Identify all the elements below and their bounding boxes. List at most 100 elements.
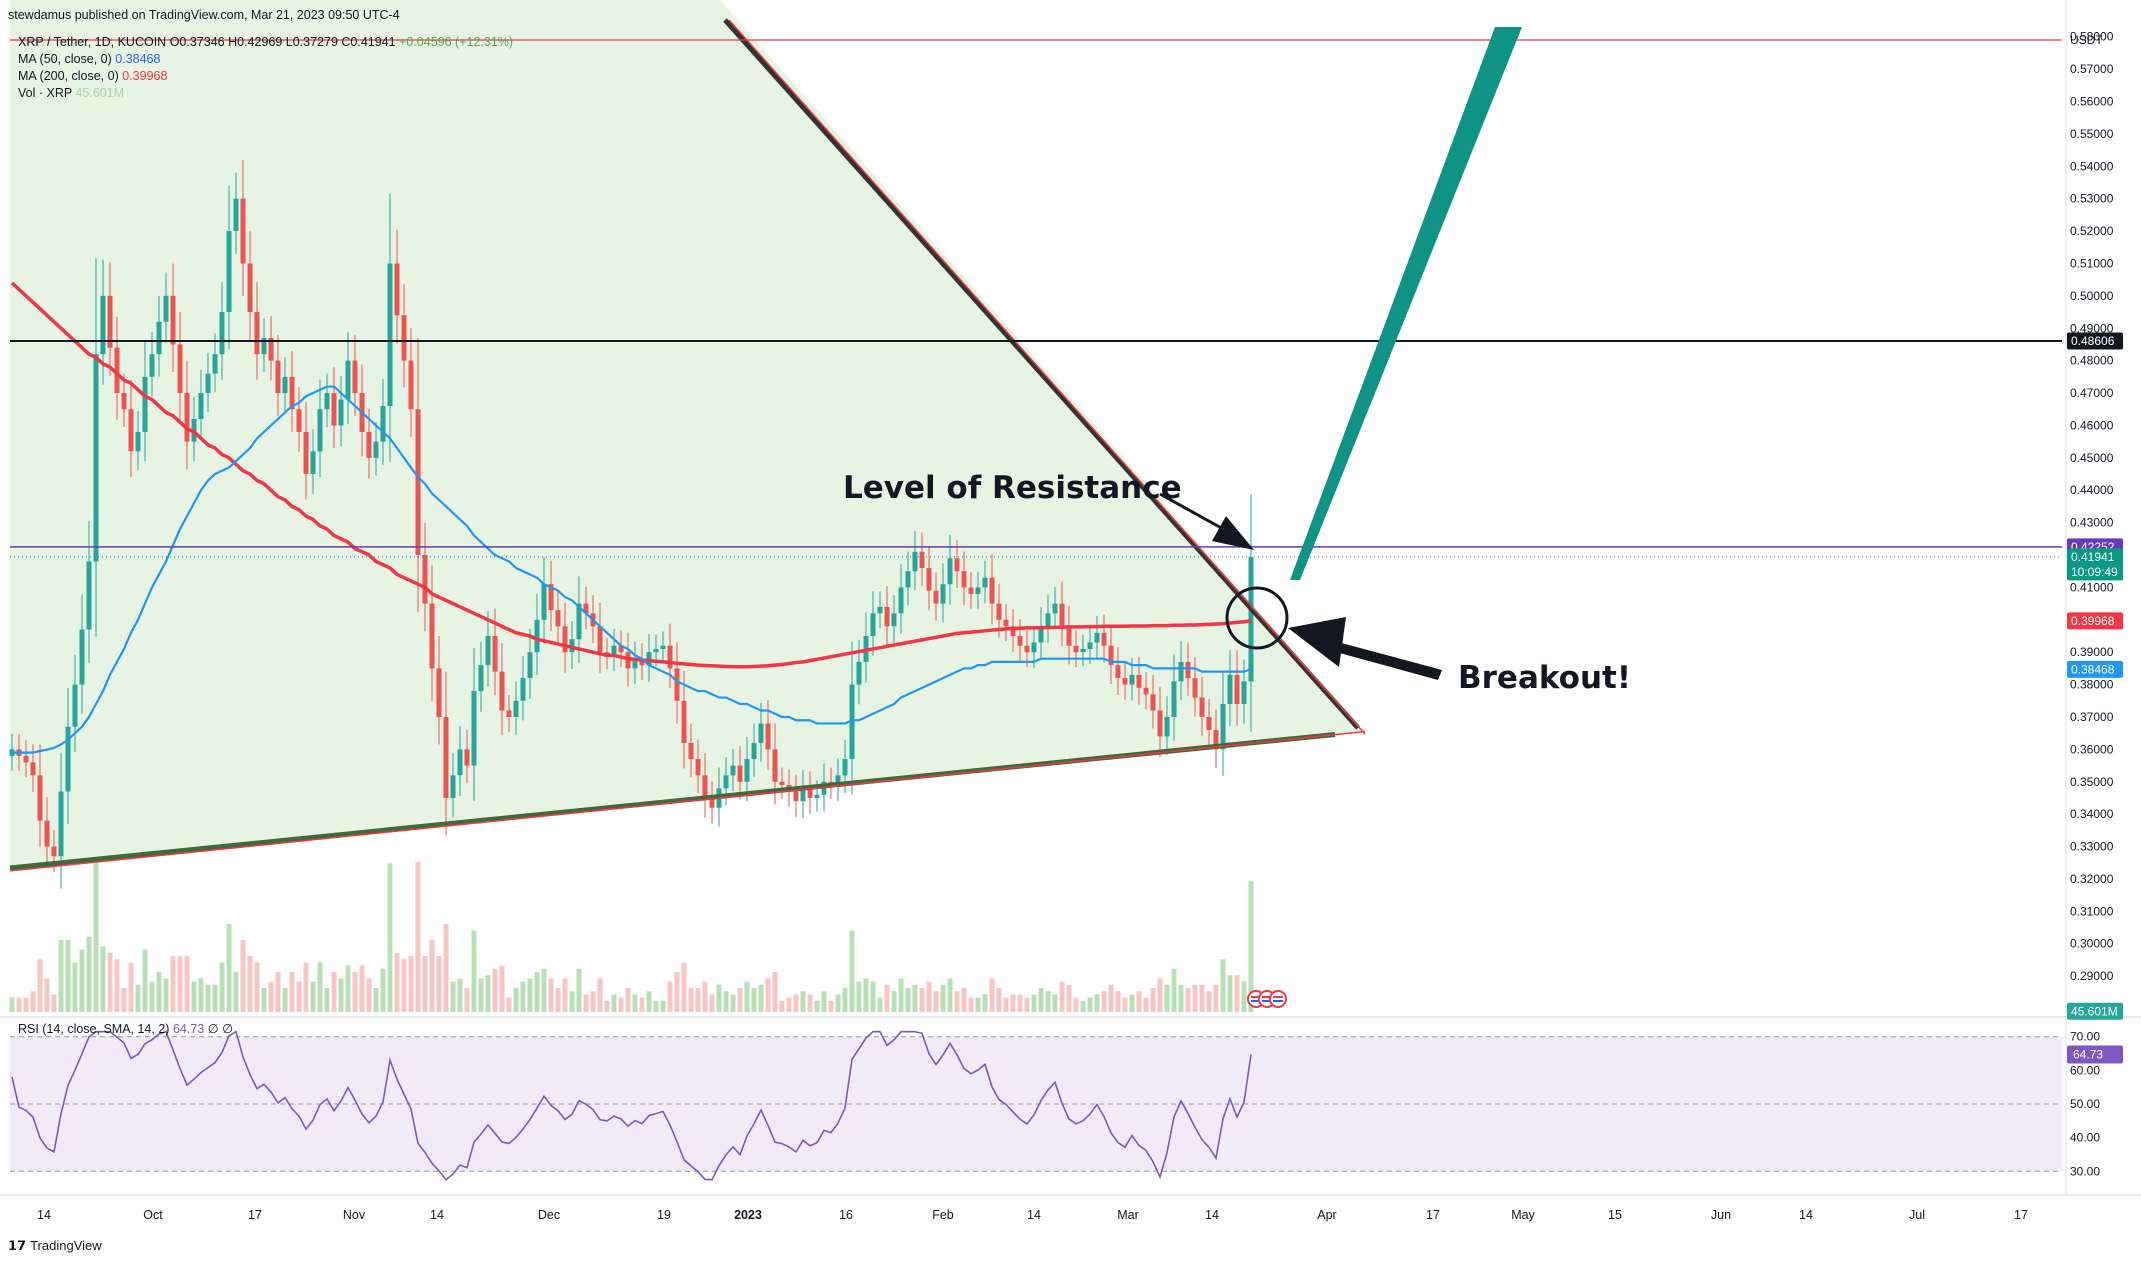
ma50-legend[interactable]: MA (50, close, 0) 0.38468	[18, 51, 160, 67]
volume-bar	[751, 988, 757, 1012]
price-label-text: 45.601M	[2071, 1004, 2118, 1018]
price-label-text: 0.38468	[2071, 662, 2115, 676]
time-axis[interactable]: 14 Oct 17 Nov 14 Dec 19 2023 16 Feb 14 Mar 14 Apr 17 Ma…	[37, 1208, 2028, 1222]
symbol-name: XRP / Tether, 1D, KUCOIN	[18, 35, 167, 49]
ma200-legend[interactable]: MA (200, close, 0) 0.39968	[18, 68, 167, 84]
candle-body	[583, 603, 589, 614]
event-markers[interactable]	[1247, 990, 1287, 1008]
candle-body	[723, 775, 729, 789]
price-tick: 0.43000	[2070, 516, 2114, 530]
candle-body	[170, 295, 176, 345]
volume-bar	[226, 924, 232, 1012]
breakout-circle	[1225, 586, 1289, 650]
volume-bar	[646, 991, 652, 1012]
candle-body	[709, 797, 715, 808]
volume-bar	[303, 962, 309, 1012]
volume-bar	[464, 988, 470, 1012]
volume-bar	[954, 991, 960, 1012]
volume-bar	[513, 988, 519, 1012]
ascending-support-outline	[9, 730, 1366, 872]
volume-bar	[58, 940, 64, 1012]
volume-bar	[296, 981, 302, 1012]
volume-bar	[1157, 978, 1163, 1012]
time-tick: 14	[1799, 1208, 1813, 1222]
candle-body	[982, 577, 988, 588]
candle-body	[121, 393, 127, 410]
time-tick: 14	[1205, 1208, 1219, 1222]
price-label-box	[2067, 332, 2123, 350]
time-tick: Oct	[143, 1208, 163, 1222]
price-tick: 0.57000	[2070, 62, 2114, 76]
time-tick: 14	[430, 1208, 444, 1222]
volume-bar	[86, 936, 92, 1012]
volume-bar	[835, 994, 841, 1012]
candle-body	[814, 794, 820, 798]
candle-body	[1234, 674, 1240, 705]
volume-bar	[184, 956, 190, 1012]
candle-body	[1227, 674, 1233, 705]
volume-bar	[163, 978, 169, 1012]
rsi-guides	[10, 1036, 2062, 1172]
price-tick: 0.41000	[2070, 580, 2114, 594]
volume-bar	[1073, 997, 1079, 1012]
candle-body	[499, 671, 505, 711]
volume-legend[interactable]: Vol · XRP 45.601M	[18, 85, 124, 101]
candle-body	[1171, 681, 1177, 717]
candle-body	[807, 788, 813, 798]
candle-body	[870, 613, 876, 636]
candle-body	[408, 360, 414, 410]
volume-bar	[583, 994, 589, 1012]
volume-bar	[961, 988, 967, 1012]
projection-arrow	[1290, 27, 1522, 580]
candle-body	[1206, 716, 1212, 730]
resistance-arrow-head	[1212, 516, 1254, 550]
volume-bar	[1199, 984, 1205, 1012]
candle-body	[660, 645, 666, 649]
rsi-value: 64.73	[172, 1022, 205, 1036]
volume-bar	[1241, 981, 1247, 1012]
candle-body	[457, 749, 463, 776]
candle-body	[345, 360, 351, 400]
volume-bar	[821, 991, 827, 1012]
price-label-text: 0.48606	[2071, 334, 2115, 348]
time-tick: Jun	[1711, 1208, 1731, 1222]
candle-body	[1136, 674, 1142, 688]
volume-bar	[310, 981, 316, 1012]
price-tick: 0.58000	[2070, 30, 2114, 44]
candle-body	[317, 409, 323, 452]
candle-body	[23, 755, 29, 763]
volume-bar	[359, 965, 365, 1012]
callout-arrows	[1159, 492, 1442, 680]
candle-body	[443, 716, 449, 798]
candle-body	[632, 658, 638, 669]
volume-bar	[933, 991, 939, 1012]
volume-bar	[527, 978, 533, 1012]
candle-body	[1031, 642, 1037, 653]
volume-bar	[1206, 991, 1212, 1012]
volume-bar	[912, 984, 918, 1012]
price-tick: 0.46000	[2070, 418, 2114, 432]
candle-body	[1038, 626, 1044, 643]
volume-bar	[450, 981, 456, 1012]
time-tick: Apr	[1317, 1208, 1336, 1222]
trendlines	[9, 18, 2062, 872]
candle-body	[506, 710, 512, 717]
candle-body	[240, 198, 246, 264]
volume-bar	[1150, 988, 1156, 1012]
rsi-line	[11, 1030, 1252, 1181]
volume-bar	[919, 988, 925, 1012]
candle-body	[800, 788, 806, 802]
price-tick: 0.47000	[2070, 386, 2114, 400]
rsi-legend[interactable]: RSI (14, close, SMA, 14, 2) 64.73 ∅ ∅	[18, 1021, 233, 1037]
candle-body	[471, 691, 477, 766]
volume-bar	[177, 956, 183, 1012]
volume-bar	[765, 978, 771, 1012]
candle-body	[1108, 645, 1114, 666]
resistance-annotation: Level of Resistance	[843, 470, 1182, 506]
volume-bar	[338, 978, 344, 1012]
symbol-legend[interactable]: XRP / Tether, 1D, KUCOIN O0.37346 H0.429…	[18, 34, 513, 50]
tradingview-footer[interactable]: 𝟭𝟳 TradingView	[8, 1238, 102, 1254]
volume-bar	[1080, 1000, 1086, 1012]
